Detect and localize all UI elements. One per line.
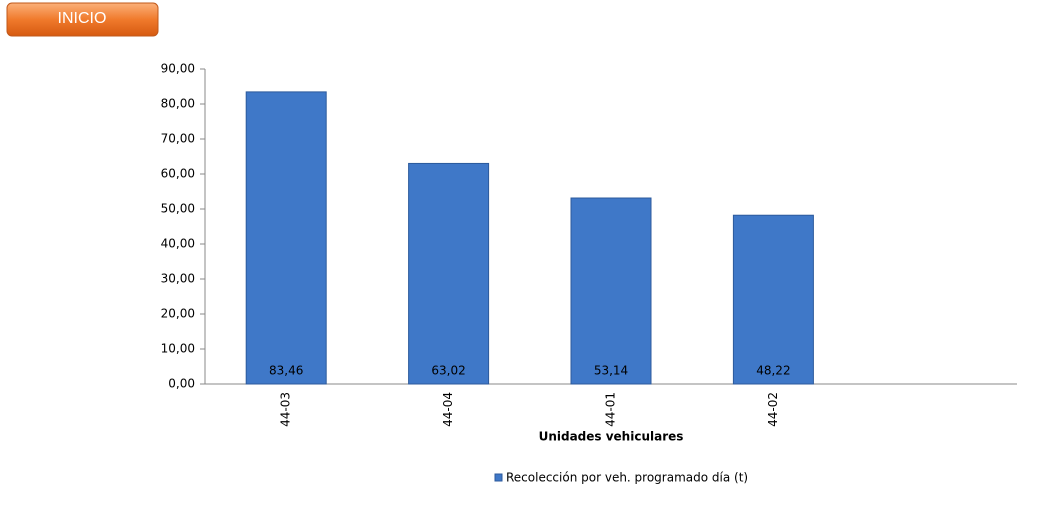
button-background — [6, 2, 159, 37]
button-label: INICIO — [58, 10, 107, 27]
y-tick-label: 70,00 — [161, 132, 195, 146]
x-axis-title: Unidades vehiculares — [539, 430, 684, 444]
y-tick-label: 50,00 — [161, 202, 195, 216]
bar — [245, 91, 327, 385]
x-tick-label: 44-03 — [279, 392, 293, 427]
legend-swatch — [494, 473, 503, 482]
y-tick-label: 80,00 — [161, 97, 195, 111]
y-tick-label: 30,00 — [161, 272, 195, 286]
y-tick-label: 20,00 — [161, 307, 195, 321]
y-tick-label: 10,00 — [161, 342, 195, 356]
value-label: 83,46 — [269, 364, 303, 378]
y-tick-label: 40,00 — [161, 237, 195, 251]
bar — [570, 197, 652, 385]
value-label: 53,14 — [594, 364, 628, 378]
inicio-button[interactable]: INICIO — [6, 2, 159, 37]
bar — [408, 162, 490, 385]
x-tick-label: 44-01 — [604, 392, 618, 427]
y-tick-label: 60,00 — [161, 167, 195, 181]
value-label: 63,02 — [431, 364, 465, 378]
x-tick-label: 44-04 — [441, 392, 455, 427]
value-label: 48,22 — [756, 364, 790, 378]
bar — [732, 214, 814, 385]
x-tick-label: 44-02 — [766, 392, 780, 427]
y-tick-label: 0,00 — [168, 377, 195, 391]
y-tick-label: 90,00 — [161, 62, 195, 76]
legend-label: Recolección por veh. programado día (t) — [506, 471, 748, 485]
